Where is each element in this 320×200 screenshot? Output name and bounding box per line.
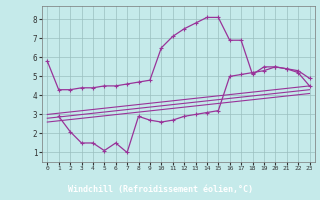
- Text: Windchill (Refroidissement éolien,°C): Windchill (Refroidissement éolien,°C): [68, 185, 252, 194]
